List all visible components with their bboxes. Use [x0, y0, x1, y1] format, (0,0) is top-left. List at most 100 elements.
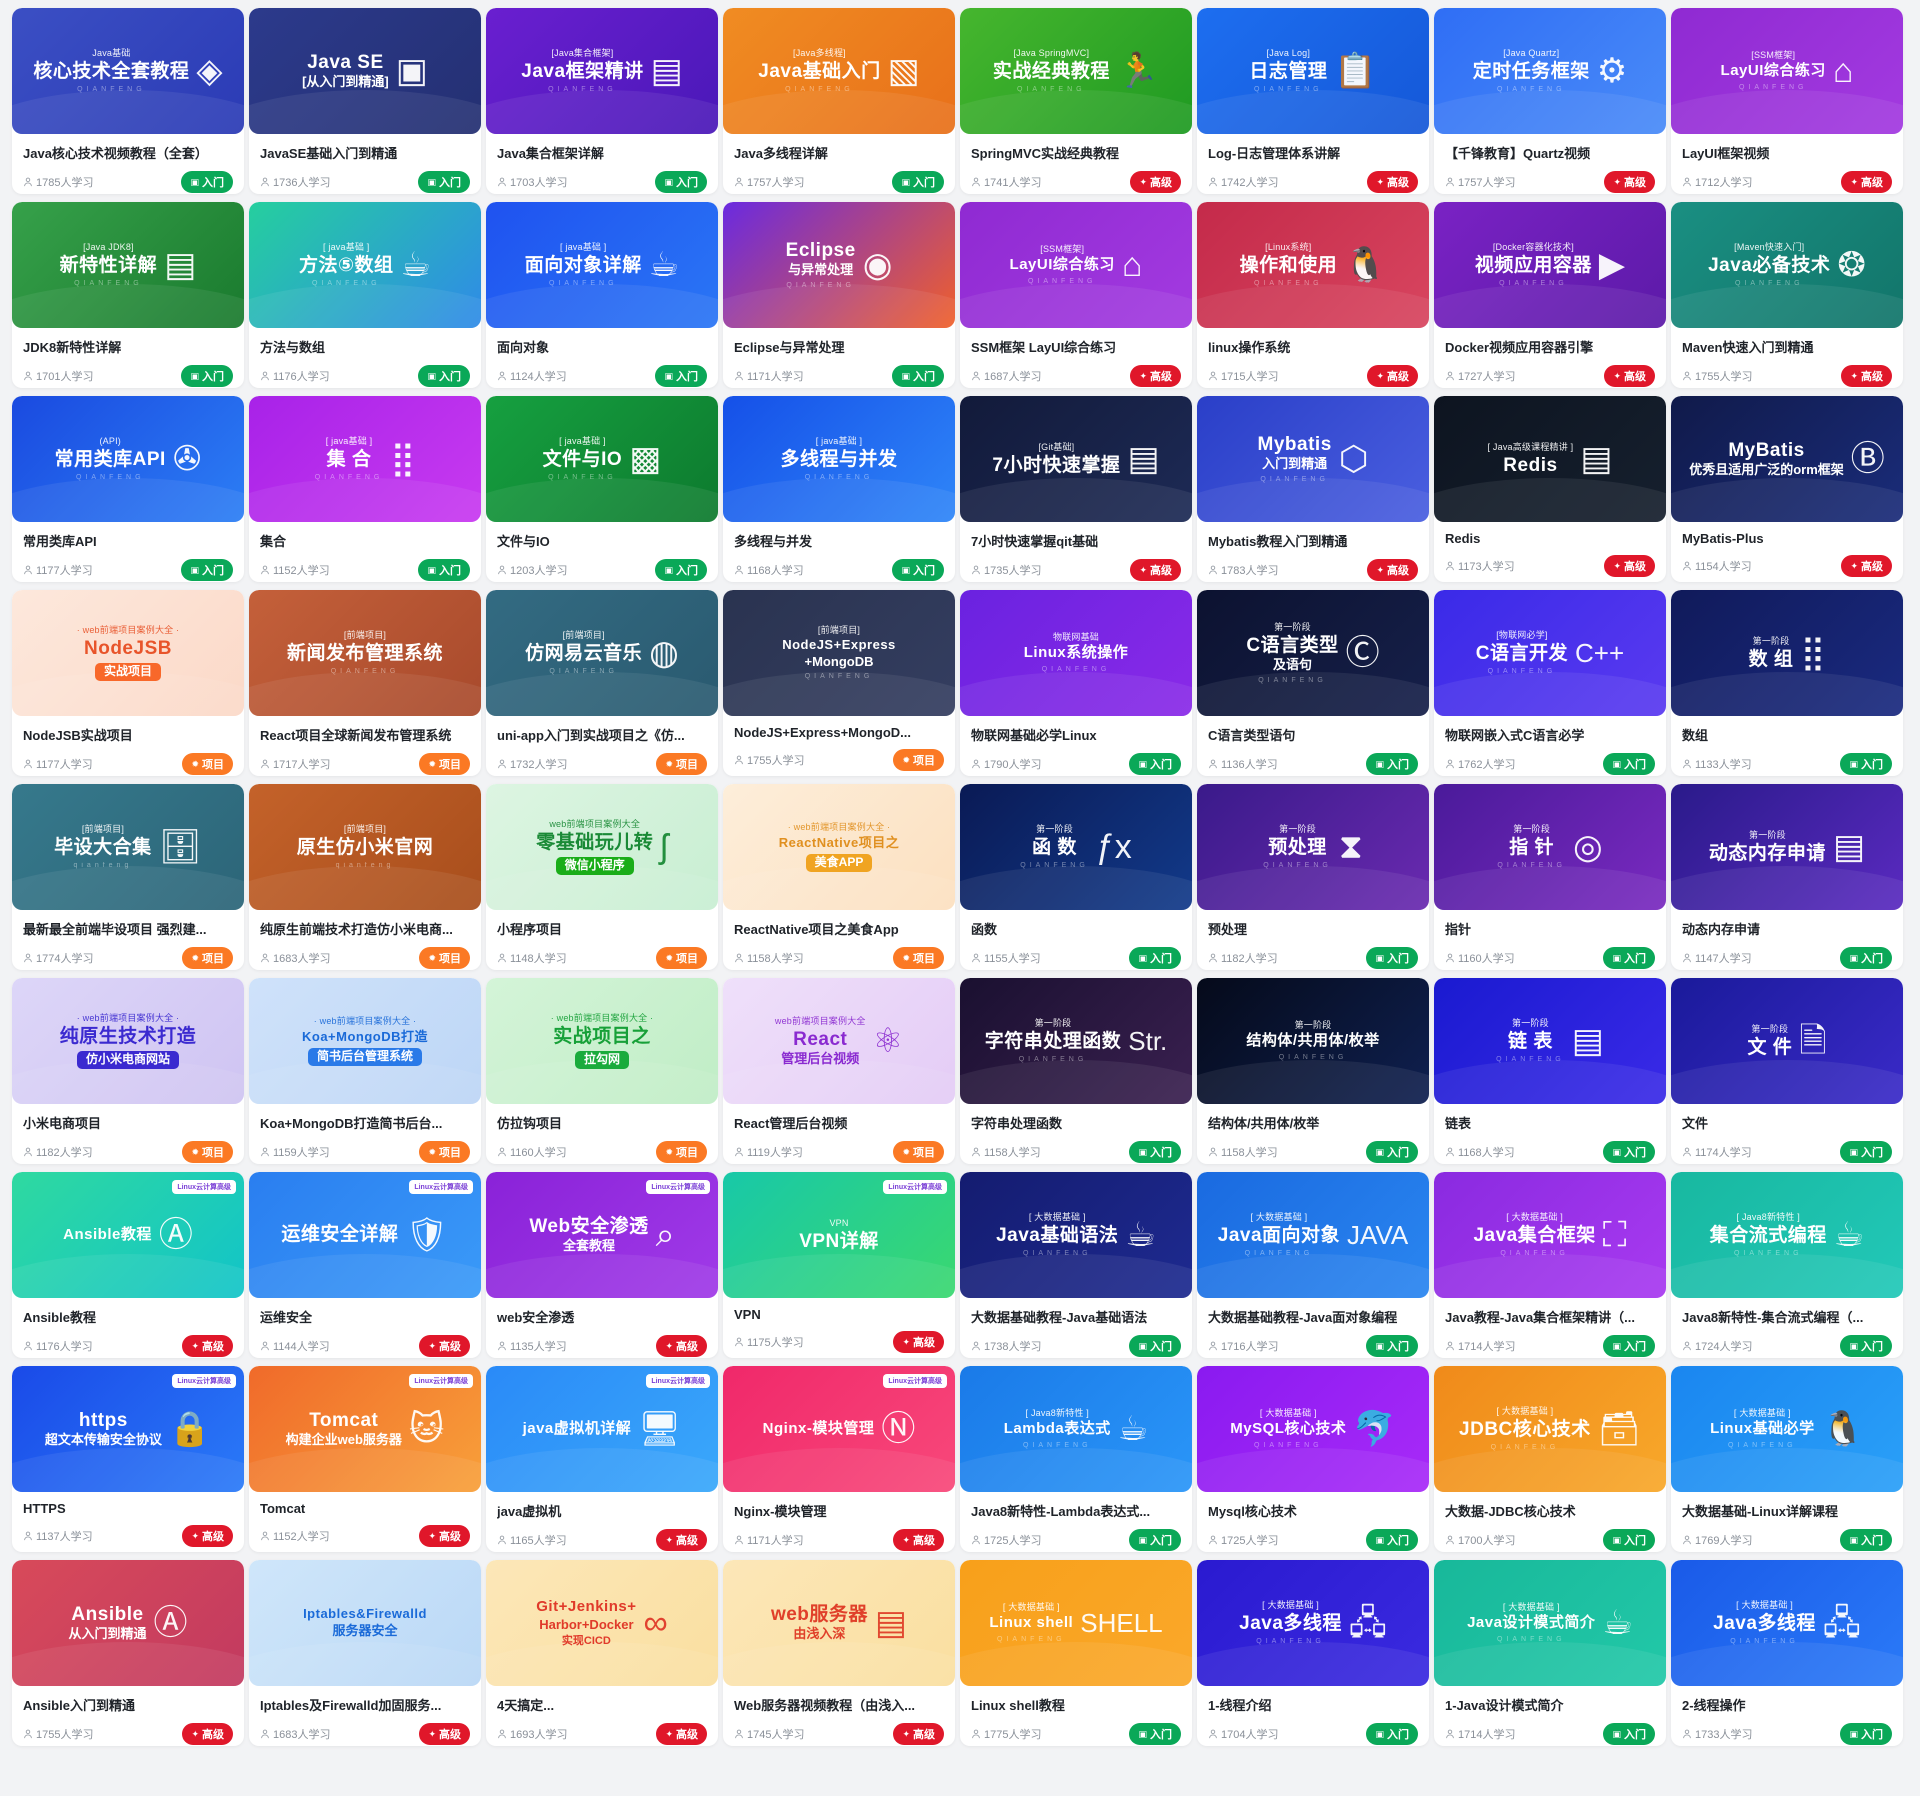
course-cover[interactable]: 第一阶段指 针 QIANFENG ◎ — [1434, 784, 1666, 910]
course-card[interactable]: [ 大数据基础 ] Java多线程 QIANFENG 🖧 2-线程操作 1733人学习 ▣ 入… — [1671, 1560, 1903, 1746]
course-card[interactable]: [Java Quartz] 定时任务框架 QIANFENG ⚙ 【千锋教育】Quartz… — [1434, 8, 1666, 194]
course-card[interactable]: [ 大数据基础 ] Java集合框架 QIANFENG ⛶ Java教程-Java集合框… — [1434, 1172, 1666, 1358]
course-card[interactable]: [前端项目] 毕设大合集 qianfeng 🗄 最新最全前端毕设项目 强烈建... 177… — [12, 784, 244, 970]
course-card[interactable]: 第一阶段文 件 🗎 文件 1174人学习 ▣ 入门 — [1671, 978, 1903, 1164]
course-card[interactable]: [ 大数据基础 ] Linux shell QIANFENG SHELL Linux s… — [960, 1560, 1192, 1746]
course-title[interactable]: 7小时快速掌握qit基础 — [971, 534, 1099, 549]
course-cover[interactable]: (API) 常用类库API QIANFENG ✇ — [12, 396, 244, 522]
course-title[interactable]: 大数据基础教程-Java面对象编程 — [1208, 1310, 1398, 1325]
course-title[interactable]: 结构体/共用体/枚举 — [1208, 1116, 1320, 1131]
course-title[interactable]: 物联网基础必学Linux — [971, 728, 1097, 743]
course-cover[interactable]: [ java基础 ] 方法⑤数组 QIANFENG ☕ — [249, 202, 481, 328]
course-card[interactable]: [SSM框架] LayUI综合练习 QIANFENG ⌂ SSM框架 LayUI综合练习… — [960, 202, 1192, 388]
course-title[interactable]: Linux shell教程 — [971, 1698, 1065, 1713]
course-card[interactable]: [Java Log] 日志管理 QIANFENG 📋 Log-日志管理体系讲解 1742人… — [1197, 8, 1429, 194]
course-cover[interactable]: 物联网基础 Linux系统操作 QIANFENG — [960, 590, 1192, 716]
course-cover[interactable]: Mybatis 入门到精通 QIANFENG ⬡ — [1197, 396, 1429, 522]
course-cover[interactable]: 第一阶段 结构体/共用体/枚举 QIANFENG — [1197, 978, 1429, 1104]
course-title[interactable]: React管理后台视频 — [734, 1116, 848, 1131]
course-cover[interactable]: [Java Log] 日志管理 QIANFENG 📋 — [1197, 8, 1429, 134]
course-title[interactable]: linux操作系统 — [1208, 340, 1291, 355]
course-cover[interactable]: [Maven快速入门] Java必备技术 QIANFENG ❂ — [1671, 202, 1903, 328]
course-cover[interactable]: web前端项目案例大全 零基础玩儿转 微信小程序 ʃ — [486, 784, 718, 910]
course-card[interactable]: Git+Jenkins+ Harbor+Docker 实现CICD ∞ 4天搞定... 1… — [486, 1560, 718, 1746]
course-card[interactable]: 第一阶段 动态内存申请 ▤ 动态内存申请 1147人学习 ▣ 入门 — [1671, 784, 1903, 970]
course-title[interactable]: 字符串处理函数 — [971, 1116, 1063, 1131]
course-cover[interactable]: 第一阶段文 件 🗎 — [1671, 978, 1903, 1104]
course-title[interactable]: LayUI框架视频 — [1682, 146, 1770, 161]
course-title[interactable]: 动态内存申请 — [1682, 922, 1761, 937]
course-title[interactable]: Docker视频应用容器引擎 — [1445, 340, 1594, 355]
course-title[interactable]: 运维安全 — [260, 1310, 313, 1325]
course-card[interactable]: [ java基础 ] 集 合 QIANFENG ⣿ 集合 1152人学习 ▣ 入门 — [249, 396, 481, 582]
course-title[interactable]: 最新最全前端毕设项目 强烈建... — [23, 922, 207, 937]
course-title[interactable]: HTTPS — [23, 1501, 66, 1516]
course-cover[interactable]: [Docker容器化技术] 视频应用容器 QIANFENG ▶ — [1434, 202, 1666, 328]
course-cover[interactable]: [ Java8新特性 ] Lambda表达式 QIANFENG ☕ — [960, 1366, 1192, 1492]
course-title[interactable]: 1-Java设计模式简介 — [1445, 1698, 1564, 1713]
course-card[interactable]: 第一阶段函 数 QIANFENG ƒx 函数 1155人学习 ▣ 入门 — [960, 784, 1192, 970]
course-title[interactable]: Java多线程详解 — [734, 146, 828, 161]
course-card[interactable]: Linux云计算高级 https 超文本传输安全协议 🔒 HTTPS 1137人学习 ✦ 高级 — [12, 1366, 244, 1552]
course-title[interactable]: 大数据基础教程-Java基础语法 — [971, 1310, 1148, 1325]
course-title[interactable]: NodeJSB实战项目 — [23, 728, 133, 743]
course-title[interactable]: 大数据-JDBC核心技术 — [1445, 1504, 1576, 1519]
course-cover[interactable]: Iptables&Firewalld 服务器安全 — [249, 1560, 481, 1686]
course-cover[interactable]: [前端项目] 新闻发布管理系统 QIANFENG — [249, 590, 481, 716]
course-card[interactable]: 第一阶段 C语言类型 及语句 QIANFENG Ⓒ C语言类型语句 1136人学习 ▣ 入门 — [1197, 590, 1429, 776]
course-cover[interactable]: 第一阶段 C语言类型 及语句 QIANFENG Ⓒ — [1197, 590, 1429, 716]
course-title[interactable]: Java核心技术视频教程（全套） — [23, 146, 208, 161]
course-title[interactable]: Koa+MongoDB打造简书后台... — [260, 1116, 443, 1131]
course-card[interactable]: MyBatis 优秀且适用广泛的orm框架 Ⓑ MyBatis-Plus 1154人学习… — [1671, 396, 1903, 582]
course-cover[interactable]: [ java基础 ] 文件与IO QIANFENG ▩ — [486, 396, 718, 522]
course-cover[interactable]: web前端项目案例大全 React 管理后台视频 ⚛ — [723, 978, 955, 1104]
course-cover[interactable]: Linux云计算高级 java虚拟机详解 🖥 — [486, 1366, 718, 1492]
course-cover[interactable]: [ 大数据基础 ] Java面向对象 QIANFENG JAVA — [1197, 1172, 1429, 1298]
course-card[interactable]: 物联网基础 Linux系统操作 QIANFENG 物联网基础必学Linux 1790人学… — [960, 590, 1192, 776]
course-card[interactable]: [前端项目] 新闻发布管理系统 QIANFENG React项目全球新闻发布管理系统 1… — [249, 590, 481, 776]
course-card[interactable]: [物联网必学] C语言开发 QIANFENG C++ 物联网嵌入式C语言必学 1762人学… — [1434, 590, 1666, 776]
course-title[interactable]: 2-线程操作 — [1682, 1698, 1746, 1713]
course-cover[interactable]: [物联网必学] C语言开发 QIANFENG C++ — [1434, 590, 1666, 716]
course-title[interactable]: 面向对象 — [497, 340, 550, 355]
course-title[interactable]: 文件与IO — [497, 534, 550, 549]
course-card[interactable]: 第一阶段 结构体/共用体/枚举 QIANFENG 结构体/共用体/枚举 1158人学习 ▣… — [1197, 978, 1429, 1164]
course-card[interactable]: · web前端项目案例大全 · ReactNative项目之 美食APP ReactN… — [723, 784, 955, 970]
course-title[interactable]: SpringMVC实战经典教程 — [971, 146, 1120, 161]
course-card[interactable]: Mybatis 入门到精通 QIANFENG ⬡ Mybatis教程入门到精通 1783人… — [1197, 396, 1429, 582]
course-cover[interactable]: 第一阶段函 数 QIANFENG ƒx — [960, 784, 1192, 910]
course-title[interactable]: Maven快速入门到精通 — [1682, 340, 1814, 355]
course-card[interactable]: · web前端项目案例大全 · Koa+MongoDB打造 简书后台管理系统 Koa+… — [249, 978, 481, 1164]
course-card[interactable]: [ Java高级课程精讲 ] Redis ▤ Redis 1173人学习 ✦ 高级 — [1434, 396, 1666, 582]
course-cover[interactable]: [ 大数据基础 ] Java集合框架 QIANFENG ⛶ — [1434, 1172, 1666, 1298]
course-card[interactable]: Linux云计算高级 VPN VPN详解 VPN 1175人学习 ✦ 高级 — [723, 1172, 955, 1358]
course-cover[interactable]: [ Java高级课程精讲 ] Redis ▤ — [1434, 396, 1666, 522]
course-cover[interactable]: · web前端项目案例大全 · ReactNative项目之 美食APP — [723, 784, 955, 910]
course-cover[interactable]: Java SE [从入门到精通] ▣ — [249, 8, 481, 134]
course-cover[interactable]: web服务器 由浅入深 ▤ — [723, 1560, 955, 1686]
course-cover[interactable]: [Linux系统] 操作和使用 QIANFENG 🐧 — [1197, 202, 1429, 328]
course-cover[interactable]: [前端项目] 原生仿小米官网 qianfeng — [249, 784, 481, 910]
course-card[interactable]: Ansible 从入门到精通 Ⓐ Ansible入门到精通 1755人学习 ✦ 高级 — [12, 1560, 244, 1746]
course-title[interactable]: Log-日志管理体系讲解 — [1208, 146, 1341, 161]
course-title[interactable]: Nginx-模块管理 — [734, 1504, 827, 1519]
course-title[interactable]: 小米电商项目 — [23, 1116, 102, 1131]
course-cover[interactable]: [ java基础 ] 多线程与并发 QIANFENG — [723, 396, 955, 522]
course-title[interactable]: uni-app入门到实战项目之《仿... — [497, 728, 685, 743]
course-cover[interactable]: [ 大数据基础 ] Java基础语法 QIANFENG ☕ — [960, 1172, 1192, 1298]
course-title[interactable]: Tomcat — [260, 1501, 306, 1516]
course-title[interactable]: 4天搞定... — [497, 1698, 555, 1713]
course-card[interactable]: Java SE [从入门到精通] ▣ JavaSE基础入门到精通 1736人学习 ▣ 入门 — [249, 8, 481, 194]
course-cover[interactable]: Linux云计算高级 Web安全渗透 全套教程 ⌕ — [486, 1172, 718, 1298]
course-card[interactable]: [ 大数据基础 ] Java面向对象 QIANFENG JAVA 大数据基础教程-Jav… — [1197, 1172, 1429, 1358]
course-card[interactable]: [SSM框架] LayUI综合练习 QIANFENG ⌂ LayUI框架视频 1712人学… — [1671, 8, 1903, 194]
course-title[interactable]: VPN — [734, 1307, 761, 1322]
course-cover[interactable]: [ java基础 ] 面向对象详解 QIANFENG ☕ — [486, 202, 718, 328]
course-cover[interactable]: 第一阶段 预处理 QIANFENG ⧗ — [1197, 784, 1429, 910]
course-card[interactable]: web前端项目案例大全 零基础玩儿转 微信小程序 ʃ 小程序项目 1148人学习 ✹ 项目 — [486, 784, 718, 970]
course-card[interactable]: Iptables&Firewalld 服务器安全 Iptables及Firewall… — [249, 1560, 481, 1746]
course-title[interactable]: 数组 — [1682, 728, 1709, 743]
course-card[interactable]: Linux云计算高级 运维安全详解 🛡 运维安全 1144人学习 ✦ 高级 — [249, 1172, 481, 1358]
course-card[interactable]: [前端项目] NodeJS+Express +MongoDB QIANFENG Node… — [723, 590, 955, 776]
course-title[interactable]: 多线程与并发 — [734, 534, 813, 549]
